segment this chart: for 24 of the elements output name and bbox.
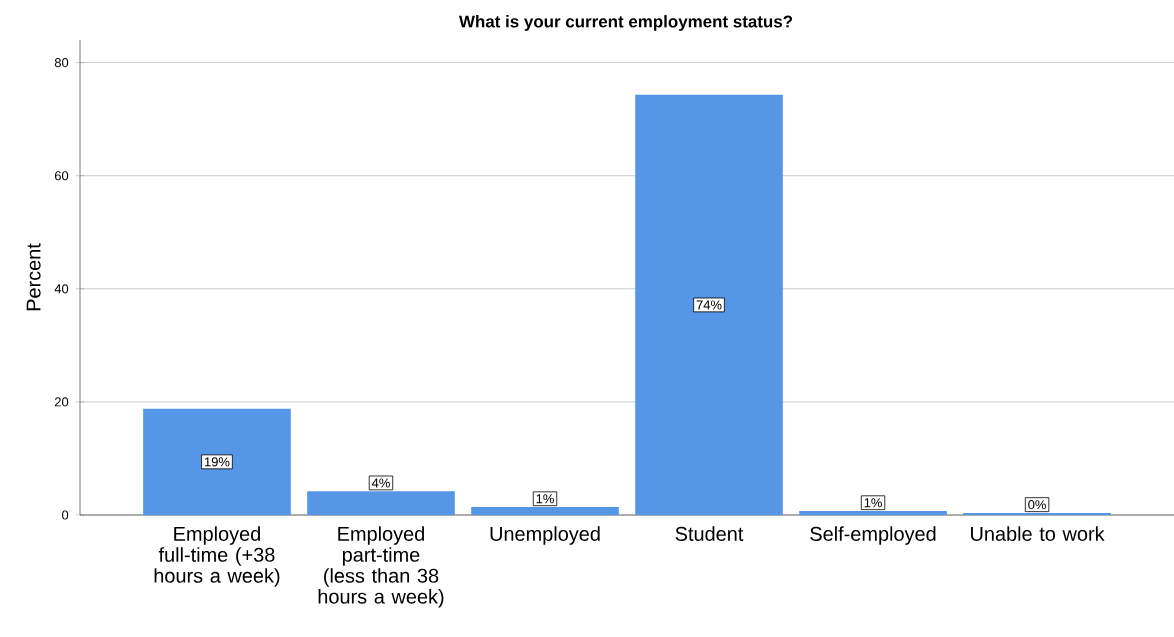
- data-label: 1%: [864, 498, 882, 508]
- data-label: 19%: [205, 457, 230, 467]
- x-tick-label: Unemployed: [490, 526, 600, 545]
- x-tick-label: Self-employed: [810, 526, 936, 545]
- y-tick-label: 0: [62, 510, 69, 520]
- data-label: 0%: [1028, 500, 1046, 510]
- data-label: 74%: [696, 300, 722, 310]
- data-label: 1%: [536, 494, 554, 504]
- x-tick-label: Employed full-time (+38 hours a week): [154, 526, 280, 587]
- y-tick-label: 60: [54, 171, 69, 181]
- y-tick-label: 80: [54, 58, 69, 68]
- bar: [143, 408, 291, 515]
- bar: [307, 491, 455, 515]
- chart-title: What is your current employment status?: [459, 15, 793, 31]
- x-tick-label: Employed part-time (less than 38 hours a week): [318, 526, 444, 608]
- bar: [799, 511, 947, 515]
- y-axis-title: Percent: [26, 243, 41, 311]
- x-tick-label: Student: [675, 526, 744, 541]
- bar: [635, 94, 783, 515]
- y-tick-label: 20: [54, 397, 69, 407]
- data-label: 4%: [371, 478, 390, 488]
- x-tick-label: Unable to work: [971, 526, 1105, 541]
- bar: [471, 507, 619, 515]
- y-tick-label: 40: [54, 284, 69, 294]
